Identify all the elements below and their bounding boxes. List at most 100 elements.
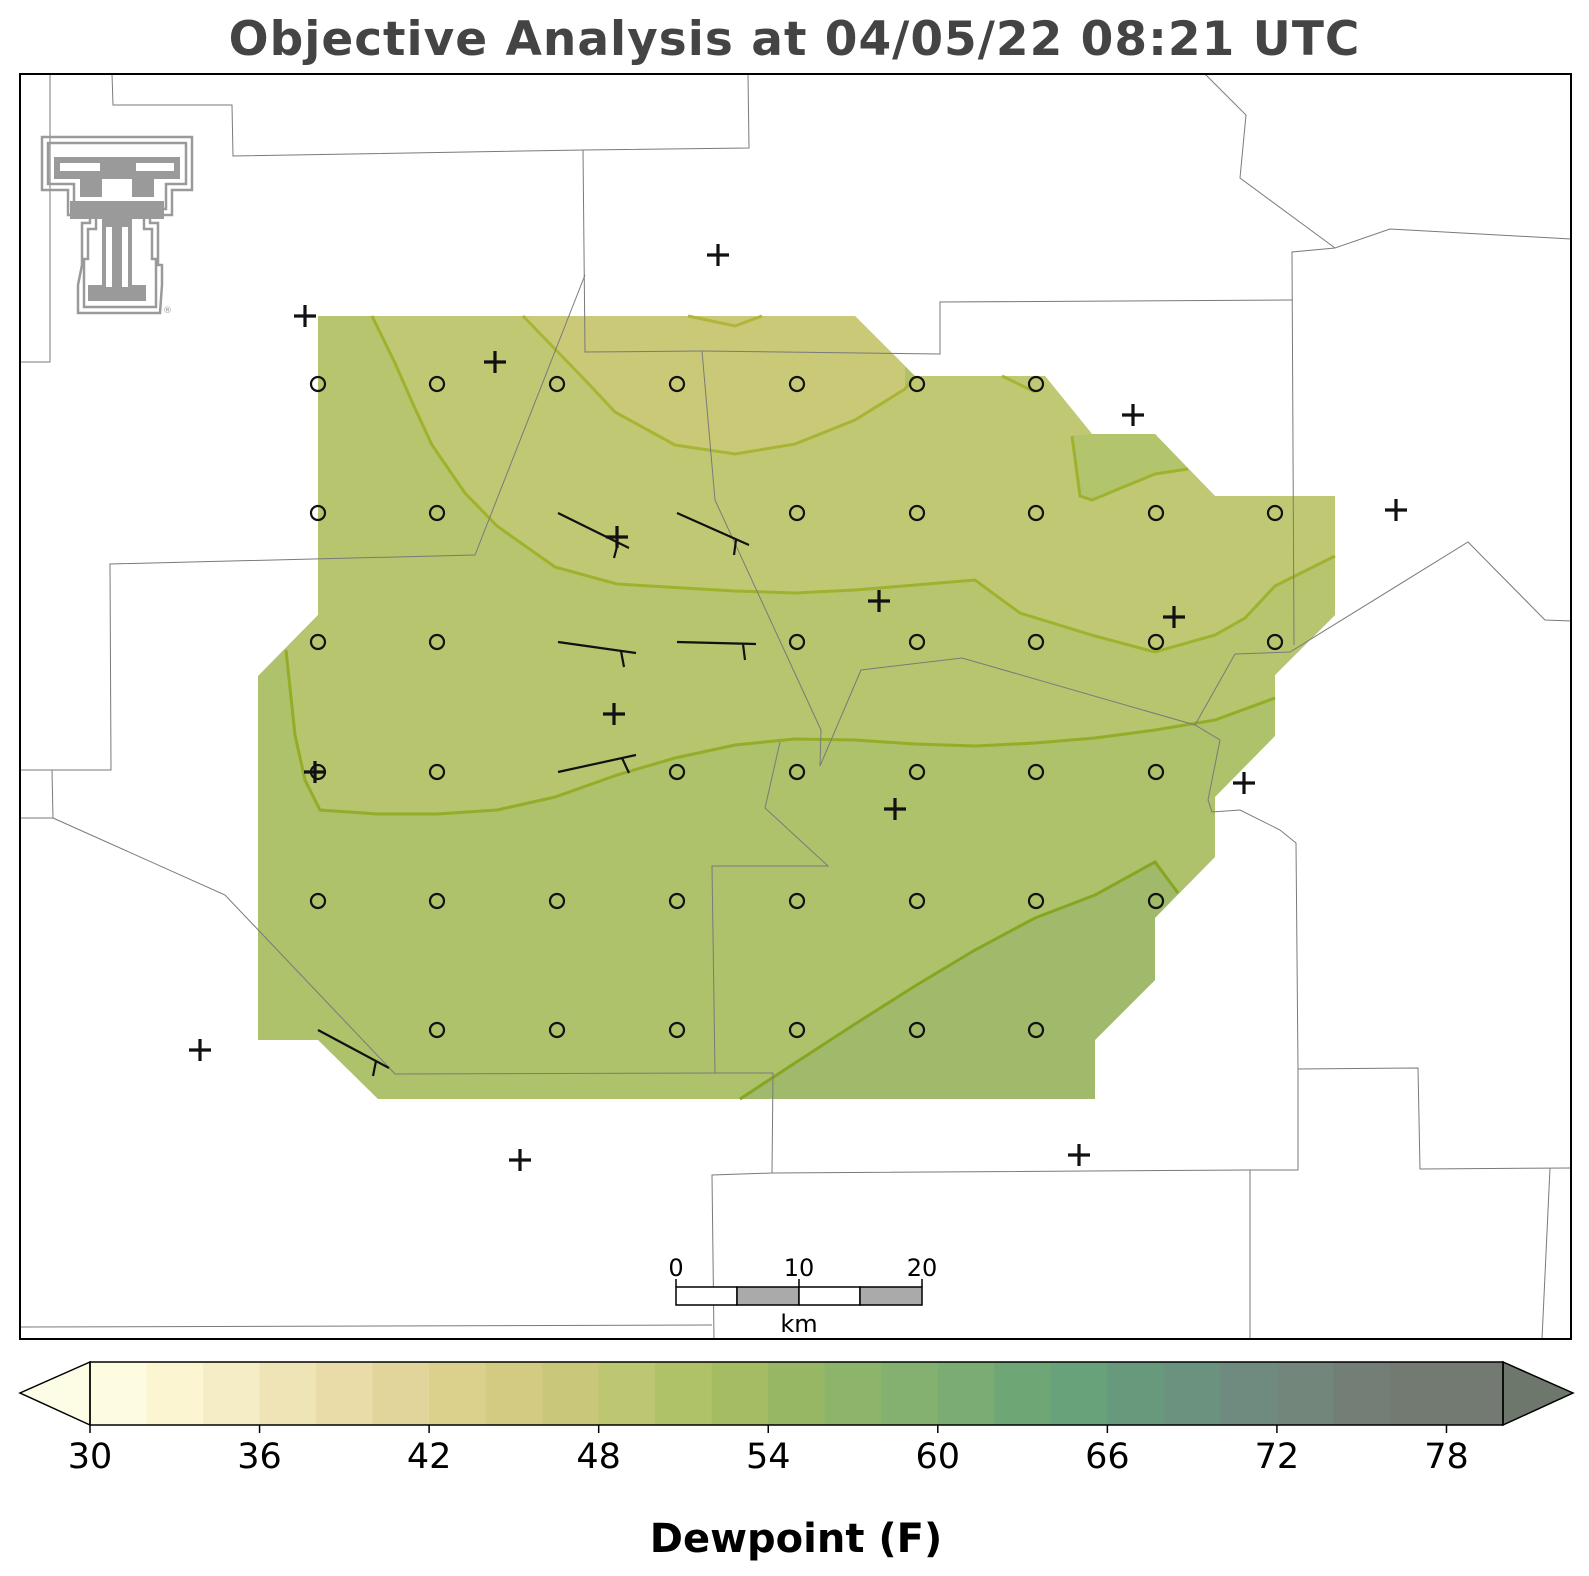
grid-point-marker bbox=[668, 892, 686, 910]
station-marker bbox=[1122, 404, 1144, 426]
colorbar-cell bbox=[146, 1362, 204, 1425]
station-marker bbox=[1163, 606, 1185, 628]
grid-point-marker bbox=[1027, 892, 1045, 910]
station-marker bbox=[1068, 1144, 1090, 1166]
colorbar-frame bbox=[89, 1361, 1504, 1426]
station-marker bbox=[304, 761, 326, 783]
colorbar-tick-label: 72 bbox=[1255, 1437, 1300, 1477]
grid-point-marker bbox=[428, 633, 446, 651]
grid-point-marker bbox=[1266, 504, 1284, 522]
grid-point-marker bbox=[668, 375, 686, 393]
map-title: Objective Analysis at 04/05/22 08:21 UTC bbox=[228, 12, 1361, 67]
grid-point-marker bbox=[309, 375, 327, 393]
grid-point-marker bbox=[428, 763, 446, 781]
scale-bar: 0 10 20 km bbox=[668, 1254, 937, 1338]
grid-point-marker bbox=[548, 1021, 566, 1039]
grid-point-marker bbox=[1027, 633, 1045, 651]
colorbar-cell bbox=[655, 1362, 713, 1425]
grid-point-marker bbox=[1027, 763, 1045, 781]
colorbar-cell bbox=[372, 1362, 430, 1425]
colorbar-cell bbox=[1050, 1362, 1108, 1425]
county-boundaries bbox=[20, 74, 1571, 1339]
grid-point-marker bbox=[309, 633, 327, 651]
scale-tick-20: 20 bbox=[907, 1254, 938, 1282]
colorbar-tick-label: 48 bbox=[576, 1437, 621, 1477]
grid-point-marker bbox=[668, 1021, 686, 1039]
colorbar-cell bbox=[1446, 1362, 1504, 1425]
colorbar-under-arrow bbox=[18, 1360, 91, 1427]
grid-point-markers bbox=[309, 375, 1284, 1039]
colorbar-label: Dewpoint (F) bbox=[650, 1516, 943, 1562]
colorbar-cell bbox=[1333, 1362, 1391, 1425]
colorbar-cell bbox=[203, 1362, 261, 1425]
colorbar-tick-label: 42 bbox=[407, 1437, 452, 1477]
grid-point-marker bbox=[788, 504, 806, 522]
texas-tech-double-t-logo: ® bbox=[40, 135, 194, 316]
station-marker bbox=[603, 703, 625, 725]
map-frame bbox=[19, 73, 1572, 1340]
colorbar-cell bbox=[768, 1362, 826, 1425]
grid-point-marker bbox=[1147, 633, 1165, 651]
colorbar-cell bbox=[259, 1362, 317, 1425]
wind-barbs bbox=[317, 511, 757, 1077]
colorbar-tick-label: 60 bbox=[916, 1437, 961, 1477]
colorbar-cell bbox=[1107, 1362, 1165, 1425]
station-marker bbox=[484, 351, 506, 373]
grid-point-marker bbox=[908, 892, 926, 910]
station-marker bbox=[509, 1149, 531, 1171]
colorbar-tick-label: 30 bbox=[68, 1437, 113, 1477]
colorbar-cell bbox=[542, 1362, 600, 1425]
map-area: ® 0 10 20 km bbox=[20, 74, 1571, 1339]
scale-tick-10: 10 bbox=[784, 1254, 815, 1282]
station-marker bbox=[1233, 772, 1255, 794]
station-markers bbox=[189, 244, 1407, 1171]
station-marker bbox=[1385, 499, 1407, 521]
colorbar-ticks: 30 36 42 48 54 60 66 72 78 bbox=[68, 1425, 1469, 1477]
colorbar-cell bbox=[1276, 1362, 1334, 1425]
grid-point-marker bbox=[788, 892, 806, 910]
grid-point-marker bbox=[1027, 1021, 1045, 1039]
station-marker bbox=[294, 305, 316, 327]
grid-point-marker bbox=[908, 633, 926, 651]
grid-point-marker bbox=[428, 1021, 446, 1039]
grid-point-marker bbox=[428, 504, 446, 522]
colorbar-tick-label: 66 bbox=[1085, 1437, 1130, 1477]
grid-point-marker bbox=[1147, 763, 1165, 781]
colorbar: 30 36 42 48 54 60 66 72 78 Dewpoint (F) bbox=[18, 1360, 1575, 1562]
colorbar-cell bbox=[937, 1362, 995, 1425]
scale-tick-0: 0 bbox=[668, 1254, 683, 1282]
colorbar-cell bbox=[1389, 1362, 1447, 1425]
station-marker bbox=[707, 244, 729, 266]
colorbar-cells bbox=[90, 1362, 1504, 1425]
grid-point-marker bbox=[908, 375, 926, 393]
grid-point-marker bbox=[309, 504, 327, 522]
colorbar-cell bbox=[711, 1362, 769, 1425]
colorbar-cell bbox=[824, 1362, 882, 1425]
colorbar-cell bbox=[1220, 1362, 1278, 1425]
grid-point-marker bbox=[908, 763, 926, 781]
grid-point-marker bbox=[788, 633, 806, 651]
grid-point-marker bbox=[309, 892, 327, 910]
grid-point-marker bbox=[788, 1021, 806, 1039]
colorbar-tick-label: 36 bbox=[237, 1437, 282, 1477]
grid-point-marker bbox=[908, 1021, 926, 1039]
grid-point-marker bbox=[788, 763, 806, 781]
colorbar-tick-label: 54 bbox=[746, 1437, 791, 1477]
grid-point-marker bbox=[668, 763, 686, 781]
grid-point-marker bbox=[428, 375, 446, 393]
colorbar-cell bbox=[90, 1362, 148, 1425]
grid-point-marker bbox=[1027, 504, 1045, 522]
colorbar-over-arrow bbox=[1502, 1360, 1575, 1427]
dewpoint-contours bbox=[284, 314, 1336, 1101]
scale-unit: km bbox=[780, 1310, 817, 1338]
grid-point-marker bbox=[1027, 375, 1045, 393]
dewpoint-analysis-fill bbox=[258, 316, 1335, 1099]
colorbar-cell bbox=[881, 1362, 939, 1425]
colorbar-cell bbox=[994, 1362, 1052, 1425]
grid-point-marker bbox=[908, 504, 926, 522]
grid-point-marker bbox=[548, 375, 566, 393]
colorbar-cell bbox=[598, 1362, 656, 1425]
colorbar-cell bbox=[485, 1362, 543, 1425]
grid-point-marker bbox=[428, 892, 446, 910]
